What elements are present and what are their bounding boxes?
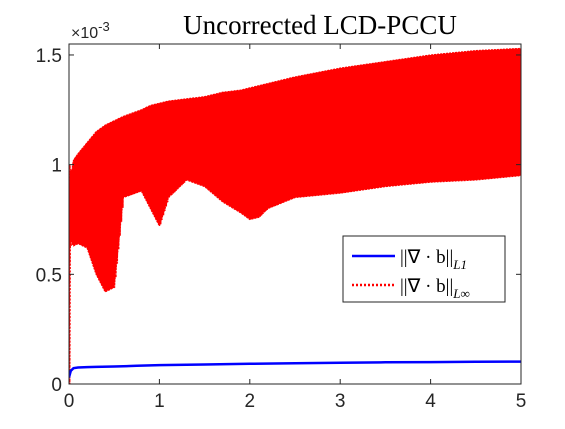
x-tick-label: 3 [335, 391, 346, 412]
y-exponent-base: ×10 [71, 25, 98, 42]
legend-label-l1: ||∇ · b||L1 [400, 247, 467, 272]
y-tick-label: 1 [51, 156, 62, 177]
y-tick-label: 1.5 [36, 46, 62, 67]
legend-box [342, 235, 506, 303]
y-tick-label: 0.5 [36, 265, 62, 286]
y-exponent-power: -3 [98, 19, 110, 34]
y-tick-label: 0 [51, 375, 62, 396]
x-tick-label: 0 [64, 391, 75, 412]
y-exponent-label: ×10-3 [71, 19, 110, 42]
series-l1-line [69, 360, 521, 378]
x-tick-label: 1 [154, 391, 165, 412]
x-tick-label: 5 [516, 391, 527, 412]
series-linf-line [69, 48, 521, 384]
plot-frame [68, 43, 522, 385]
legend: ||∇ · b||L1 ||∇ · b||L∞ [342, 235, 506, 303]
x-tick-label: 2 [245, 391, 256, 412]
x-tick-label: 4 [425, 391, 436, 412]
chart-title: Uncorrected LCD-PCCU [183, 10, 457, 40]
legend-label-linf: ||∇ · b||L∞ [400, 276, 470, 301]
